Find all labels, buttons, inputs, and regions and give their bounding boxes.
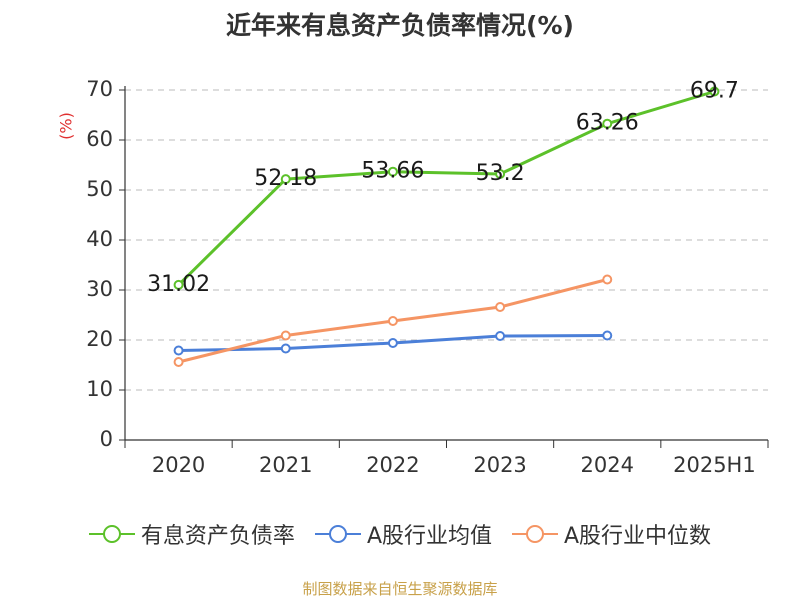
y-tick-label: 60	[86, 127, 113, 151]
y-tick-label: 20	[86, 327, 113, 351]
x-tick-label: 2024	[581, 453, 634, 477]
series-point-2[interactable]	[602, 274, 613, 285]
data-label: 69.7	[690, 79, 739, 104]
series-point-1[interactable]	[173, 345, 184, 356]
x-tick-label: 2023	[473, 453, 526, 477]
y-tick-label: 40	[86, 227, 113, 251]
y-tick-label: 50	[86, 177, 113, 201]
x-tick-label: 2021	[259, 453, 312, 477]
series-point-1[interactable]	[387, 338, 398, 348]
data-label: 31.02	[147, 272, 210, 297]
data-label: 52.18	[254, 166, 317, 191]
x-tick-label: 2022	[366, 453, 419, 477]
y-axis-label: (%)	[57, 112, 76, 140]
y-tick-label: 30	[86, 277, 113, 301]
series-point-0[interactable]	[709, 86, 720, 97]
series-point-2[interactable]	[387, 316, 398, 326]
legend-marker-interest-debt-ratio	[88, 525, 135, 543]
legend-marker-industry-median	[512, 525, 558, 543]
data-label: 53.66	[361, 159, 424, 184]
series-point-2[interactable]	[495, 302, 506, 312]
data-label: 63.26	[576, 111, 639, 136]
series-point-2[interactable]	[173, 357, 184, 367]
legend-item-industry-mean[interactable]: A股行业均值	[314, 518, 492, 550]
series-point-1[interactable]	[602, 330, 613, 341]
y-tick-label: 70	[86, 77, 113, 101]
legend-label: A股行业中位数	[564, 524, 712, 549]
x-tick-label: 2025H1	[673, 453, 756, 477]
series-point-0[interactable]	[495, 169, 506, 179]
legend: 有息资产负债率 A股行业均值 A股行业中位数	[0, 518, 800, 550]
y-tick-label: 0	[100, 427, 113, 451]
series-point-1[interactable]	[495, 331, 506, 341]
series-point-0[interactable]	[602, 118, 613, 129]
series-point-0[interactable]	[173, 279, 184, 290]
series-point-0[interactable]	[280, 174, 291, 185]
legend-item-industry-median[interactable]: A股行业中位数	[512, 518, 711, 550]
series-line-0	[177, 90, 715, 286]
y-tick-label: 10	[86, 377, 113, 401]
source-note: 制图数据来自恒生聚源数据库	[302, 580, 498, 598]
series-point-2[interactable]	[280, 330, 291, 341]
chart-title: 近年来有息资产负债率情况(%)	[226, 11, 574, 40]
series-point-0[interactable]	[387, 166, 398, 177]
legend-item-interest-debt-ratio[interactable]: 有息资产负债率	[88, 518, 295, 550]
legend-marker-industry-mean	[314, 525, 361, 543]
data-label: 53.2	[476, 161, 525, 186]
legend-label: 有息资产负债率	[140, 524, 295, 549]
series-point-1[interactable]	[280, 343, 291, 354]
x-tick-label: 2020	[152, 453, 205, 477]
legend-label: A股行业均值	[366, 524, 492, 549]
